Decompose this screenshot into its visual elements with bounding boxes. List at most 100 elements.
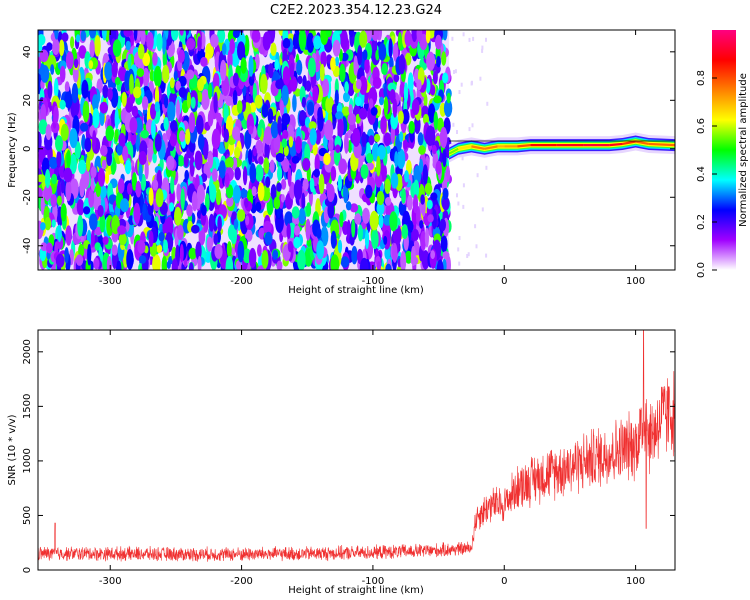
spectrogram-noise-cell [257,123,262,138]
spectrogram-noise-cell [69,154,77,174]
spectrogram-noise-cell [65,51,74,70]
spectrogram-noise-cell [237,240,245,263]
spectrogram-noise-cell [210,34,219,48]
spectrogram-noise-cell [467,252,470,257]
spectrogram-noise-cell [79,122,89,132]
spectrogram-noise-cell [177,155,185,167]
spectrogram-noise-cell [368,135,375,146]
spectrogram-noise-cell [458,236,461,240]
spectrogram-noise-cell [133,202,141,225]
spectrogram-noise-cell [275,152,285,163]
spectrogram-noise-cell [234,146,241,159]
spectrogram-noise-cell [349,203,359,213]
spectrogram-noise-cell [379,96,384,106]
spectrogram-noise-cell [344,132,349,154]
spectrogram-noise-cell [150,103,157,120]
spectrogram-noise-cell [277,166,283,182]
spectrogram-noise-cell [282,158,290,173]
spectrogram-noise-cell [95,181,101,197]
spectrogram-noise-cell [353,55,359,76]
spectrogram-noise-cell [136,68,145,78]
spectrogram-noise-cell [330,166,337,182]
spectrogram-noise-cell [188,262,194,270]
spectrogram-noise-cell [209,183,217,203]
spectrogram-noise-cell [171,30,179,41]
spectrogram-noise-cell [154,133,162,152]
spectrogram-noise-cell [433,111,438,130]
spectrogram-noise-cell [309,177,315,193]
spectrogram-noise-cell [50,64,55,75]
x-tick-label: 0 [501,276,507,287]
signal-band-core [484,145,498,150]
spectrogram-noise-cell [60,203,67,222]
spectrogram-noise-cell [338,158,348,175]
spectrogram-noise-cell [144,159,149,180]
spectrogram-noise-cell [207,150,214,169]
colorbar-tick-label: 0.2 [696,214,707,230]
spectrogram-noise-cell [158,231,165,242]
spectrogram-noise-cell [345,201,352,211]
spectrogram-noise-cell [58,39,65,57]
spectrogram-noise-cell [394,127,400,136]
spectrogram-noise-cell [458,261,461,266]
spectrogram-noise-cell [191,191,198,212]
spectrogram-noise-cell [389,211,398,232]
spectrogram-noise-cell [441,196,450,211]
spectrogram-noise-cell [220,59,227,82]
spectrogram-noise-cell [78,45,87,59]
spectrogram-noise-cell [225,184,234,199]
spectrogram-noise-cell [291,206,300,219]
spectrogram-noise-cell [92,108,100,129]
spectrogram-noise-cell [184,169,189,181]
spectrogram-noise-cell [88,60,94,69]
spectrogram-noise-cell [384,247,391,260]
spectrogram-noise-cell [59,65,66,83]
spectrogram-noise-cell [417,132,424,146]
spectrogram-noise-cell [362,49,368,61]
x-tick-label: -200 [230,276,253,287]
spectrogram-noise-cell [224,172,230,188]
spectrogram-noise-cell [197,256,202,270]
spectrogram-noise-cell [213,233,219,246]
spectrogram-noise-cell [330,230,337,249]
spectrogram-noise-cell [52,38,60,56]
spectrogram-noise-cell [364,57,370,74]
spectrogram-noise-cell [408,120,415,134]
spectrogram-noise-cell [332,39,341,57]
spectrogram-noise-cell [453,70,455,74]
spectrogram-noise-cell [77,214,84,237]
spectrogram-noise-cell [162,64,170,84]
spectrogram-noise-cell [183,153,189,168]
spectrogram-noise-cell [420,231,427,251]
spectrogram-noise-cell [152,179,159,191]
spectrogram-xlabel: Height of straight line (km) [288,285,424,296]
spectrogram-noise-cell [471,80,473,85]
spectrogram-noise-cell [347,79,355,97]
spectrogram-noise-cell [401,224,409,240]
spectrogram-noise-cell [176,99,180,120]
spectrogram-noise-cell [293,225,301,236]
spectrogram-noise-cell [141,96,149,111]
spectrogram-noise-cell [281,138,288,148]
spectrogram-noise-cell [92,130,97,150]
spectrogram-noise-cell [164,95,169,109]
spectrogram-noise-cell [94,35,101,57]
spectrogram-noise-cell [411,30,418,42]
spectrogram-noise-cell [176,183,182,202]
spectrogram-noise-cell [245,215,250,226]
spectrogram-noise-cell [383,132,391,147]
spectrogram-noise-cell [162,33,166,55]
spectrogram-noise-cell [166,155,175,171]
spectrogram-noise-cell [262,31,271,51]
spectrogram-noise-cell [151,119,156,140]
spectrogram-noise-cell [173,70,178,81]
spectrogram-noise-cell [236,100,243,114]
spectrogram-noise-cell [357,45,363,66]
spectrogram-noise-cell [43,184,53,202]
spectrogram-noise-cell [84,137,92,153]
spectrogram-noise-cell [442,187,449,200]
spectrogram-noise-cell [423,93,428,108]
y-tick-label: 1500 [22,394,33,419]
spectrogram-noise-cell [348,30,354,38]
